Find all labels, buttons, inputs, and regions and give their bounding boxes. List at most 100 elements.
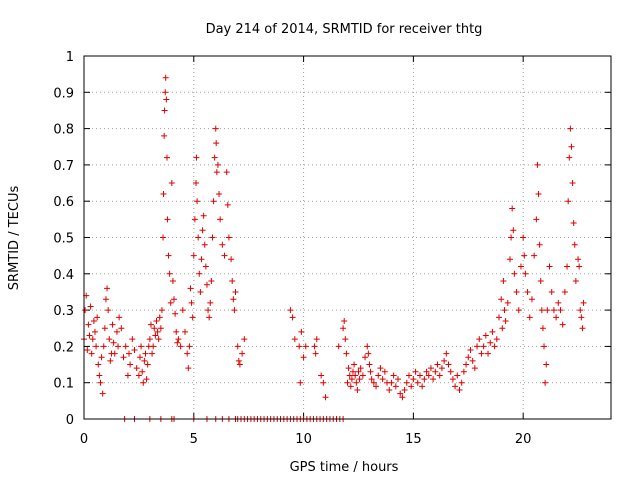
data-point xyxy=(499,325,506,332)
data-point xyxy=(342,336,349,343)
data-point xyxy=(297,379,304,386)
data-point xyxy=(416,372,423,379)
data-point xyxy=(352,372,359,379)
data-point xyxy=(100,343,107,350)
data-point xyxy=(190,252,197,259)
data-point xyxy=(365,350,372,357)
data-point xyxy=(366,361,373,368)
data-point xyxy=(498,296,505,303)
data-point xyxy=(131,347,138,354)
data-point xyxy=(205,307,212,314)
x-tick-label: 0 xyxy=(80,432,88,447)
data-point xyxy=(570,219,577,226)
data-point xyxy=(97,379,104,386)
data-point xyxy=(432,368,439,375)
data-point xyxy=(149,350,156,357)
data-point xyxy=(318,372,325,379)
data-point xyxy=(553,314,560,321)
data-point xyxy=(298,328,305,335)
data-point xyxy=(225,234,232,241)
data-point xyxy=(521,252,528,259)
x-tick-label: 20 xyxy=(515,432,532,447)
data-point xyxy=(158,307,165,314)
data-point xyxy=(502,317,509,324)
data-point xyxy=(445,361,452,368)
data-point xyxy=(171,296,178,303)
data-point xyxy=(228,256,235,263)
data-point xyxy=(189,314,196,321)
data-point xyxy=(192,180,199,187)
y-tick-label: 0 xyxy=(66,413,74,428)
data-point xyxy=(211,154,218,161)
data-point xyxy=(362,354,369,361)
data-point xyxy=(403,379,410,386)
y-tick-label: 0.4 xyxy=(53,268,74,283)
data-point xyxy=(231,307,238,314)
data-point xyxy=(454,372,461,379)
data-point xyxy=(94,314,101,321)
data-point xyxy=(522,270,529,277)
data-point xyxy=(104,285,111,292)
data-point xyxy=(186,343,193,350)
data-point xyxy=(236,361,243,368)
data-point xyxy=(138,343,145,350)
data-point xyxy=(144,361,151,368)
data-point xyxy=(136,354,143,361)
data-point xyxy=(377,365,384,372)
data-point xyxy=(515,307,522,314)
data-point xyxy=(150,343,157,350)
data-point xyxy=(485,350,492,357)
data-point xyxy=(531,252,538,259)
data-point xyxy=(390,372,397,379)
data-point xyxy=(322,394,329,401)
data-point xyxy=(105,307,112,314)
data-point xyxy=(354,386,361,393)
data-point xyxy=(335,343,342,350)
data-point xyxy=(526,314,533,321)
data-point xyxy=(182,328,189,335)
data-point xyxy=(214,161,221,168)
data-point xyxy=(405,372,412,379)
data-point xyxy=(576,263,583,270)
data-point xyxy=(364,343,371,350)
data-point xyxy=(423,368,430,375)
data-point xyxy=(421,376,428,383)
data-point xyxy=(504,299,511,306)
data-point xyxy=(392,383,399,390)
data-point xyxy=(356,376,363,383)
data-point xyxy=(188,299,195,306)
data-point xyxy=(355,368,362,375)
data-point xyxy=(230,296,237,303)
data-point xyxy=(160,190,167,197)
data-point xyxy=(441,357,448,364)
y-tick-label: 0.3 xyxy=(53,304,74,319)
data-point xyxy=(115,343,122,350)
x-axis-label: GPS time / hours xyxy=(290,460,399,475)
data-point xyxy=(320,379,327,386)
data-point xyxy=(575,256,582,263)
data-point xyxy=(539,325,546,332)
data-point xyxy=(196,270,203,277)
data-point xyxy=(425,372,432,379)
data-point xyxy=(399,394,406,401)
data-point xyxy=(469,357,476,364)
data-point xyxy=(520,234,527,241)
data-point xyxy=(209,234,216,241)
data-point xyxy=(546,263,553,270)
data-point xyxy=(496,314,503,321)
data-point xyxy=(90,317,97,324)
data-point xyxy=(343,350,350,357)
data-point xyxy=(191,216,198,223)
data-point xyxy=(161,107,168,114)
data-point xyxy=(200,212,207,219)
data-point xyxy=(116,314,123,321)
data-point xyxy=(478,350,485,357)
data-point xyxy=(99,390,106,397)
data-point xyxy=(559,321,566,328)
data-point xyxy=(234,343,241,350)
data-point xyxy=(107,357,114,364)
data-point xyxy=(344,379,351,386)
data-point xyxy=(194,198,201,205)
data-point xyxy=(509,205,516,212)
